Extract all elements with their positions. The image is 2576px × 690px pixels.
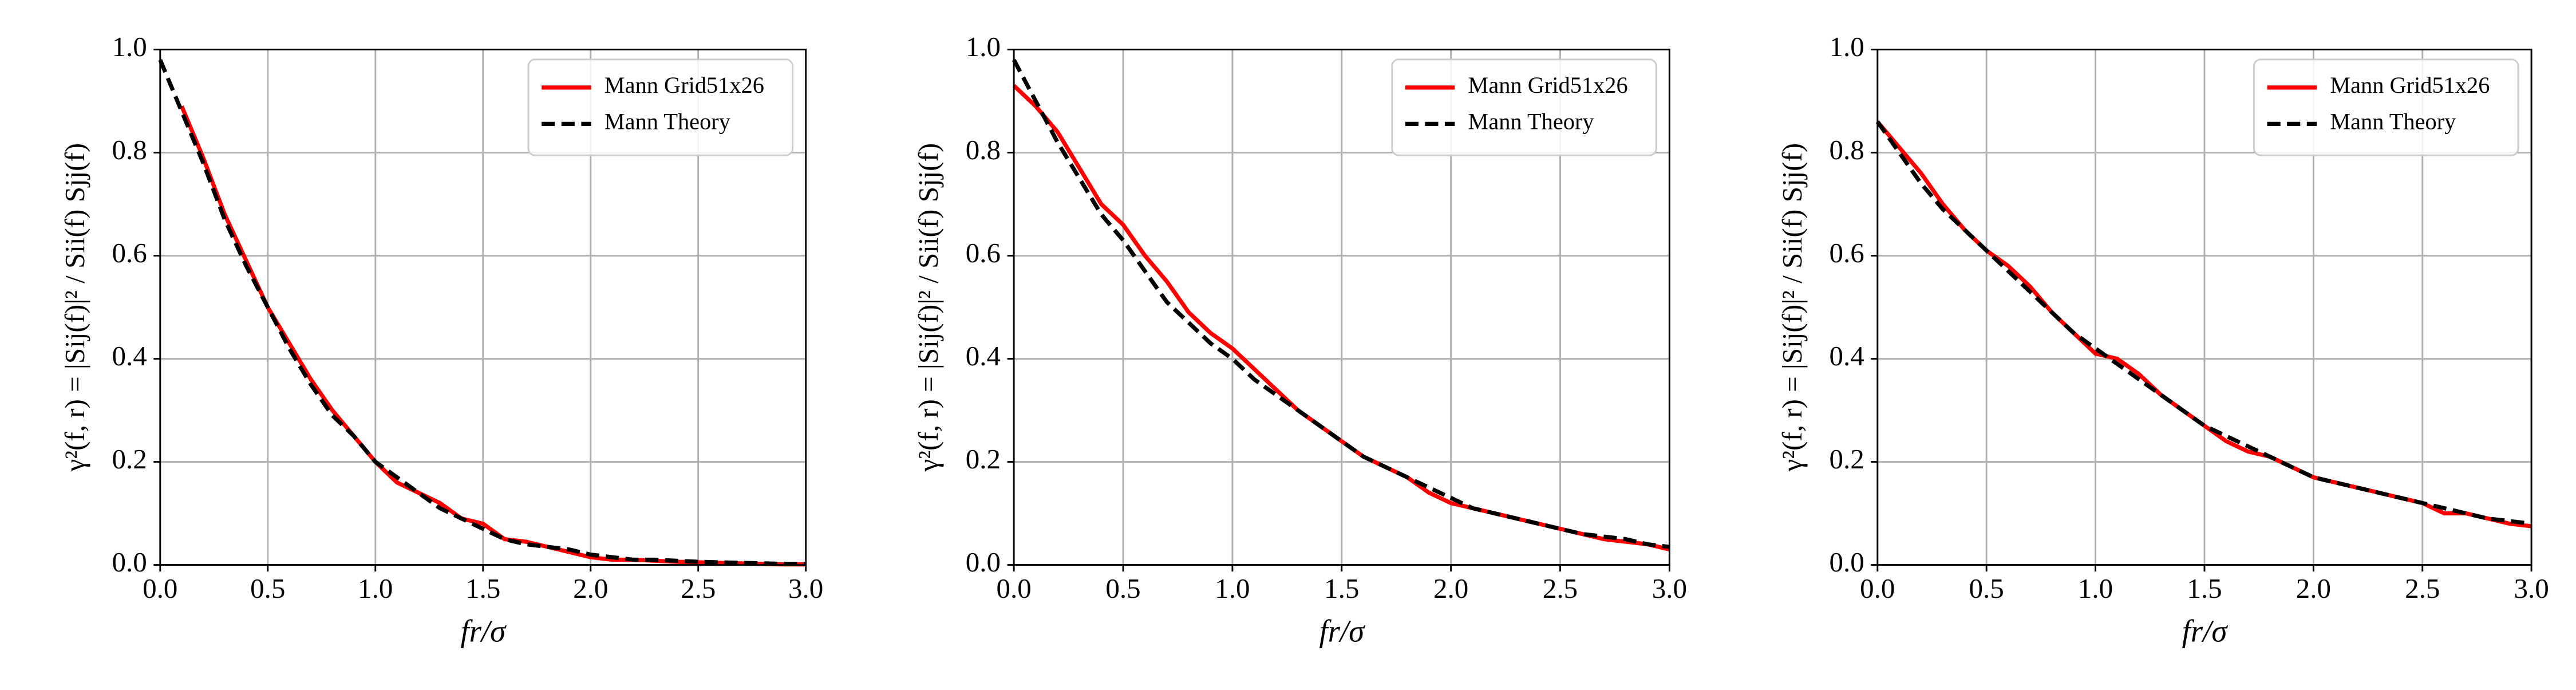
y-tick-label: 0.8 — [1829, 134, 1864, 165]
x-tick-label: 0.5 — [1969, 573, 2004, 604]
legend-box — [1391, 58, 1657, 156]
y-tick-label: 0.4 — [1829, 340, 1864, 372]
y-tick-label: 1.0 — [966, 31, 1001, 62]
y-tick-label: 0.4 — [112, 340, 147, 372]
y-tick-label: 0.6 — [966, 237, 1001, 269]
y-tick-label: 0.2 — [1829, 443, 1864, 475]
y-tick-label: 0.8 — [112, 134, 147, 165]
y-tick-label: 1.0 — [112, 31, 147, 62]
chart: 0.0 0.5 1.0 1.5 2.0 2.5 3.0 0.0 0.2 0.4 0.6 0.8 1.0 f… — [1776, 31, 2549, 648]
legend-label: Mann Theory — [2330, 109, 2456, 135]
plot-frame — [159, 49, 807, 566]
y-tick-label: 0.2 — [112, 443, 147, 475]
y-tick-label: 0.6 — [112, 237, 147, 269]
legend-label: Mann Theory — [1468, 109, 1594, 135]
x-tick-label: 2.0 — [573, 573, 608, 604]
legend-box — [2253, 58, 2519, 156]
x-tick-label: 2.5 — [2405, 573, 2440, 604]
legend-label: Mann Grid51x26 — [1468, 72, 1627, 98]
legend: Mann Grid51x26 Mann Theory — [1391, 58, 1657, 156]
plot-frame — [1013, 49, 1670, 566]
x-tick-label: 0.0 — [997, 573, 1032, 604]
x-tick-label: 1.5 — [1324, 573, 1359, 604]
chart: 0.0 0.5 1.0 1.5 2.0 2.5 3.0 0.0 0.2 0.4 0.6 0.8 1.0 f… — [59, 31, 824, 648]
y-tick-label: 0.0 — [1829, 546, 1864, 578]
series-line — [1012, 84, 1670, 552]
y-tick-label: 0.6 — [1829, 237, 1864, 269]
x-tick-label: 2.5 — [681, 573, 716, 604]
x-tick-label: 1.5 — [2187, 573, 2222, 604]
legend-label: Mann Grid51x26 — [2330, 72, 2490, 98]
x-axis-label: fr/σ — [1319, 613, 1365, 648]
chart: 0.0 0.5 1.0 1.5 2.0 2.5 3.0 0.0 0.2 0.4 0.6 0.8 1.0 f… — [912, 31, 1687, 648]
x-tick-label: 1.5 — [465, 573, 500, 604]
plot-frame — [1876, 49, 2532, 566]
x-tick-label: 1.0 — [1215, 573, 1250, 604]
x-tick-label: 3.0 — [2514, 573, 2549, 604]
legend: Mann Grid51x26 Mann Theory — [2253, 58, 2519, 156]
y-tick-label: 0.0 — [966, 546, 1001, 578]
x-tick-label: 2.5 — [1543, 573, 1578, 604]
y-axis-label: γ²(f, r) = |Sij(f)|² / Sii(f) Sjj(f) — [912, 143, 944, 472]
y-tick-label: 1.0 — [1829, 31, 1864, 62]
y-tick-label: 0.4 — [966, 340, 1001, 372]
x-tick-label: 2.0 — [1433, 573, 1468, 604]
y-tick-label: 0.8 — [966, 134, 1001, 165]
x-tick-label: 0.0 — [1860, 573, 1895, 604]
x-axis-label: fr/σ — [460, 613, 507, 648]
series-line — [158, 59, 806, 566]
series-line — [1875, 120, 2532, 526]
x-tick-label: 1.0 — [358, 573, 393, 604]
y-axis-label: γ²(f, r) = |Sij(f)|² / Sii(f) Sjj(f) — [1776, 143, 1808, 472]
y-tick-label: 0.2 — [966, 443, 1001, 475]
x-tick-label: 3.0 — [788, 573, 823, 604]
y-axis-label: γ²(f, r) = |Sij(f)|² / Sii(f) Sjj(f) — [59, 143, 90, 472]
x-tick-label: 2.0 — [2296, 573, 2331, 604]
x-tick-label: 0.0 — [143, 573, 177, 604]
x-tick-label: 0.5 — [250, 573, 285, 604]
legend: Mann Grid51x26 Mann Theory — [527, 58, 794, 156]
series-line — [180, 105, 806, 567]
legend-label: Mann Grid51x26 — [605, 72, 764, 98]
x-tick-label: 3.0 — [1652, 573, 1687, 604]
y-tick-label: 0.0 — [112, 546, 147, 578]
legend-label: Mann Theory — [605, 109, 731, 135]
x-tick-label: 0.5 — [1105, 573, 1140, 604]
x-tick-label: 1.0 — [2078, 573, 2113, 604]
legend-box — [527, 58, 794, 156]
x-axis-label: fr/σ — [2182, 613, 2229, 648]
